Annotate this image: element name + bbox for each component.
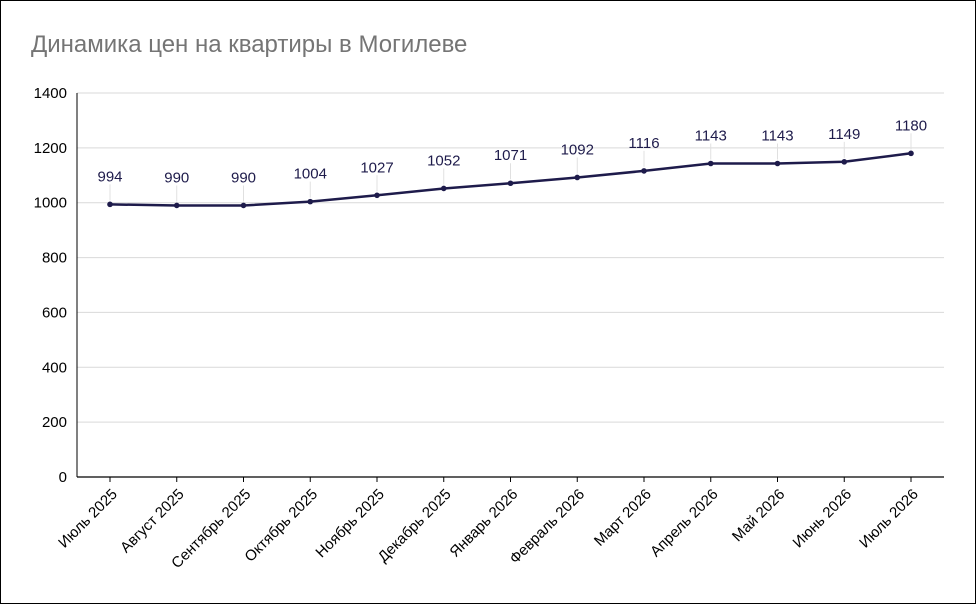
- series-line: [107, 150, 914, 209]
- x-tick-label: Май 2026: [729, 486, 788, 545]
- data-label-leaders: [109, 133, 912, 202]
- y-tick-label: 1000: [34, 195, 67, 212]
- data-label: 1004: [294, 166, 327, 183]
- data-label: 1143: [695, 127, 727, 144]
- data-point: [908, 150, 914, 157]
- data-point: [307, 198, 314, 205]
- x-tick-label: Ноябрь 2025: [312, 486, 387, 561]
- data-label: 1052: [427, 152, 460, 169]
- data-point: [440, 185, 447, 192]
- data-point: [173, 202, 180, 209]
- data-label: 1092: [561, 141, 594, 158]
- y-tick-label: 200: [42, 414, 67, 431]
- data-point: [707, 160, 714, 167]
- grid-lines: [77, 92, 944, 423]
- data-point: [641, 168, 647, 174]
- data-label: 1180: [895, 117, 927, 134]
- x-tick-label: Январь 2026: [446, 486, 521, 561]
- data-labels: 994 990 990 1004 1027 1052 1071 1092 1116 1143 114…: [97, 117, 927, 186]
- y-tick-label: 600: [42, 304, 67, 321]
- data-point: [574, 174, 581, 181]
- data-label: 990: [231, 169, 256, 186]
- data-point: [841, 159, 848, 165]
- data-label: 1116: [628, 135, 659, 152]
- data-label: 1143: [761, 127, 793, 144]
- x-tick-label: Август 2025: [117, 486, 187, 556]
- data-point: [374, 192, 380, 199]
- x-tick-label: Июнь 2026: [790, 486, 856, 552]
- y-axis: 0 200 400 600 800 1000 1200 1400: [34, 85, 78, 486]
- y-tick-label: 400: [42, 359, 67, 376]
- data-label: 1027: [360, 159, 393, 176]
- y-tick-label: 1200: [34, 140, 67, 157]
- data-point: [240, 202, 247, 209]
- data-label: 994: [97, 168, 122, 185]
- y-tick-label: 1400: [34, 85, 67, 102]
- data-label: 1071: [494, 147, 527, 164]
- y-tick-label: 0: [59, 469, 67, 486]
- data-point: [774, 160, 781, 167]
- x-tick-label: Апрель 2026: [647, 486, 722, 561]
- x-tick-label: Июль 2026: [856, 486, 922, 552]
- data-label: 990: [164, 169, 189, 186]
- data-point: [107, 201, 113, 208]
- chart-title: Динамика цен на квартиры в Могилеве: [31, 31, 468, 58]
- x-tick-label: Июль 2025: [55, 486, 121, 552]
- data-label: 1149: [828, 126, 860, 143]
- y-tick-label: 800: [42, 250, 67, 267]
- x-tick-label: Март 2026: [591, 486, 655, 550]
- data-point: [507, 180, 514, 187]
